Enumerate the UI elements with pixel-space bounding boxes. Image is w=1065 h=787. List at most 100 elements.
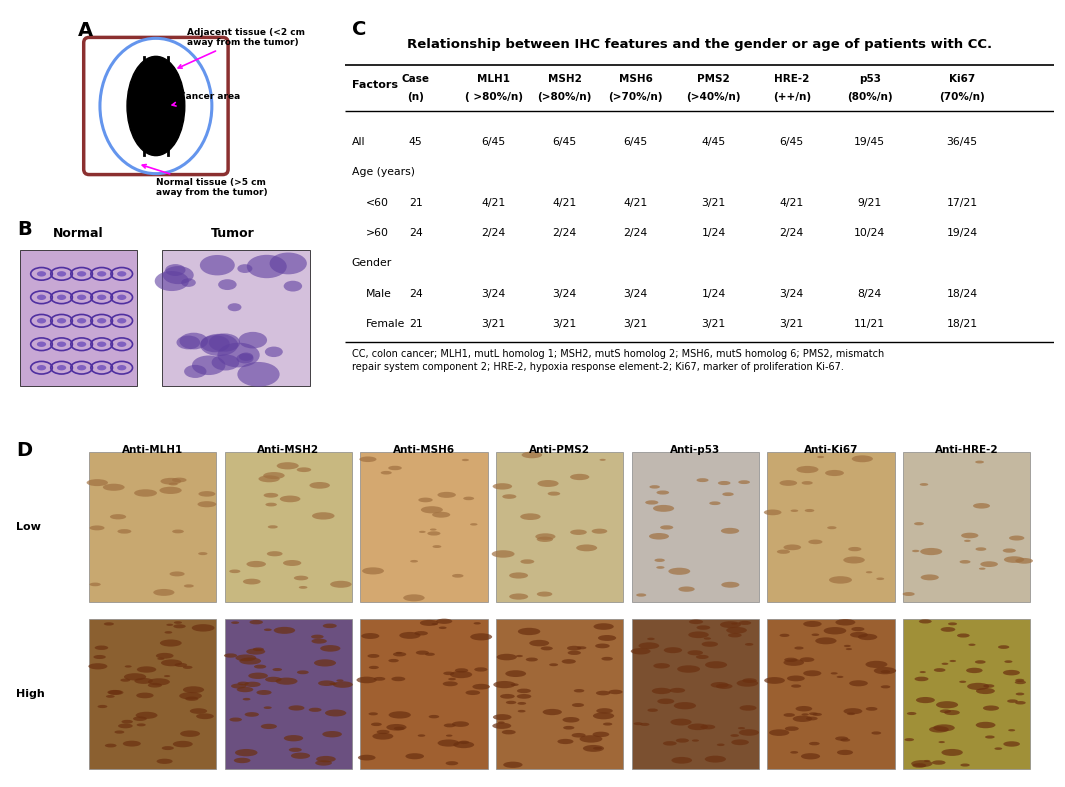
Circle shape	[311, 634, 324, 639]
Circle shape	[648, 637, 655, 640]
Circle shape	[180, 730, 200, 737]
Circle shape	[650, 485, 660, 489]
Circle shape	[125, 665, 132, 667]
Text: 9/21: 9/21	[857, 198, 882, 208]
Circle shape	[602, 657, 613, 660]
Text: Ki67: Ki67	[949, 75, 976, 84]
Circle shape	[671, 757, 692, 763]
Circle shape	[817, 456, 824, 458]
Circle shape	[310, 482, 330, 489]
Circle shape	[503, 494, 517, 499]
Circle shape	[526, 657, 538, 662]
Circle shape	[175, 663, 187, 667]
Circle shape	[332, 682, 353, 688]
Text: 3/21: 3/21	[553, 319, 577, 329]
Circle shape	[264, 707, 272, 709]
Circle shape	[933, 724, 955, 731]
Circle shape	[695, 655, 708, 659]
Circle shape	[166, 623, 174, 626]
Circle shape	[415, 651, 429, 655]
Circle shape	[509, 572, 528, 578]
Circle shape	[249, 620, 263, 624]
Circle shape	[979, 567, 985, 570]
Circle shape	[790, 751, 798, 754]
Text: Male: Male	[366, 289, 392, 298]
Circle shape	[592, 732, 609, 737]
Circle shape	[229, 718, 242, 722]
Circle shape	[248, 673, 268, 679]
Circle shape	[283, 735, 304, 741]
Circle shape	[568, 651, 580, 655]
Circle shape	[915, 677, 929, 682]
Circle shape	[389, 659, 398, 663]
Circle shape	[108, 690, 122, 695]
Circle shape	[297, 671, 309, 674]
Circle shape	[315, 760, 332, 766]
Text: Case: Case	[402, 75, 429, 84]
Text: >60: >60	[366, 228, 389, 238]
Circle shape	[368, 712, 378, 715]
Circle shape	[570, 474, 589, 480]
Circle shape	[873, 667, 896, 674]
Circle shape	[688, 650, 703, 656]
Circle shape	[406, 753, 424, 759]
Circle shape	[593, 623, 613, 630]
Circle shape	[161, 660, 182, 667]
Circle shape	[688, 723, 708, 730]
Circle shape	[224, 653, 237, 658]
Circle shape	[174, 624, 185, 628]
FancyBboxPatch shape	[88, 619, 216, 769]
Circle shape	[801, 753, 820, 759]
Circle shape	[639, 642, 659, 649]
Circle shape	[124, 673, 146, 681]
Circle shape	[932, 760, 946, 765]
Circle shape	[502, 730, 515, 734]
Circle shape	[848, 547, 862, 551]
Text: 3/21: 3/21	[623, 319, 648, 329]
Circle shape	[572, 733, 586, 737]
Circle shape	[261, 724, 277, 729]
Circle shape	[881, 670, 890, 673]
FancyBboxPatch shape	[632, 452, 759, 602]
Text: 45: 45	[409, 137, 423, 147]
Circle shape	[920, 483, 929, 486]
Circle shape	[916, 697, 935, 703]
Text: MSH6: MSH6	[619, 75, 653, 84]
Circle shape	[231, 622, 240, 624]
Circle shape	[744, 643, 753, 646]
Circle shape	[674, 702, 697, 709]
Circle shape	[520, 513, 541, 520]
Circle shape	[983, 705, 999, 711]
Circle shape	[929, 726, 949, 733]
Circle shape	[236, 353, 253, 364]
Circle shape	[688, 631, 709, 638]
Circle shape	[731, 623, 737, 625]
Circle shape	[432, 545, 441, 548]
Circle shape	[689, 619, 703, 624]
Text: Low: Low	[16, 522, 40, 532]
Text: Anti-PMS2: Anti-PMS2	[529, 445, 590, 455]
Circle shape	[234, 758, 250, 763]
Circle shape	[976, 547, 986, 551]
Circle shape	[547, 492, 560, 496]
Circle shape	[831, 672, 838, 674]
Circle shape	[791, 685, 801, 688]
FancyBboxPatch shape	[496, 619, 623, 769]
Text: (>40%/n): (>40%/n)	[687, 91, 741, 102]
Circle shape	[738, 621, 751, 625]
Circle shape	[797, 466, 819, 473]
Circle shape	[269, 253, 307, 275]
Circle shape	[97, 294, 106, 300]
Circle shape	[264, 493, 278, 497]
Circle shape	[721, 528, 739, 534]
Circle shape	[103, 484, 125, 491]
Circle shape	[671, 719, 691, 726]
Circle shape	[367, 654, 379, 658]
Circle shape	[184, 365, 207, 378]
Circle shape	[805, 509, 815, 512]
Circle shape	[436, 619, 453, 624]
Circle shape	[154, 271, 189, 291]
Circle shape	[728, 633, 741, 637]
Circle shape	[537, 537, 553, 542]
Circle shape	[177, 335, 200, 349]
